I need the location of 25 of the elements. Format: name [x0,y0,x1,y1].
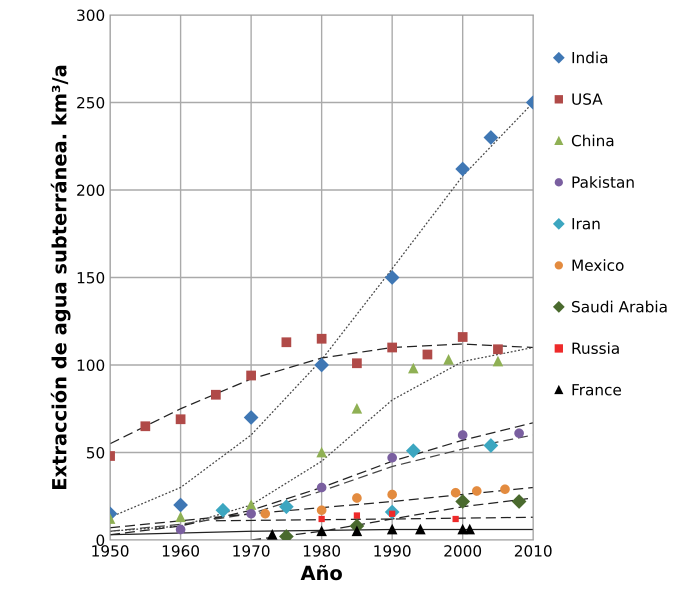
y-tick-label: 250 [77,96,104,109]
legend-label: Iran [572,218,600,230]
y-tick-label: 200 [77,184,104,196]
y-tick-label: 100 [78,359,104,372]
legend-label: Pakistan [572,176,634,188]
legend-label: Saudi Arabia [572,300,667,312]
legend-label: China [572,134,614,146]
legend-label: Russia [572,342,619,354]
x-tick-label: 1950 [92,545,129,557]
x-tick-label: 1970 [233,545,270,557]
y-tick-label: 150 [78,272,104,284]
x-tick-label: 2010 [514,545,552,557]
legend-label: France [572,384,622,396]
legend-label: India [572,52,608,64]
y-axis-title: Extracción de agua subterránea. km³/a [50,66,70,489]
x-tick-label: 1980 [304,545,340,557]
x-axis-title: Año [300,564,342,580]
y-tick-label: 300 [77,9,104,22]
legend-label: Mexico [572,259,624,271]
y-tick-label: 50 [86,446,104,459]
x-tick-label: 1960 [162,545,200,557]
x-tick-label: 2000 [444,545,482,557]
x-tick-label: 1990 [374,545,411,557]
legend-label: USA [572,93,603,105]
y-tick-label: 0 [96,534,104,546]
